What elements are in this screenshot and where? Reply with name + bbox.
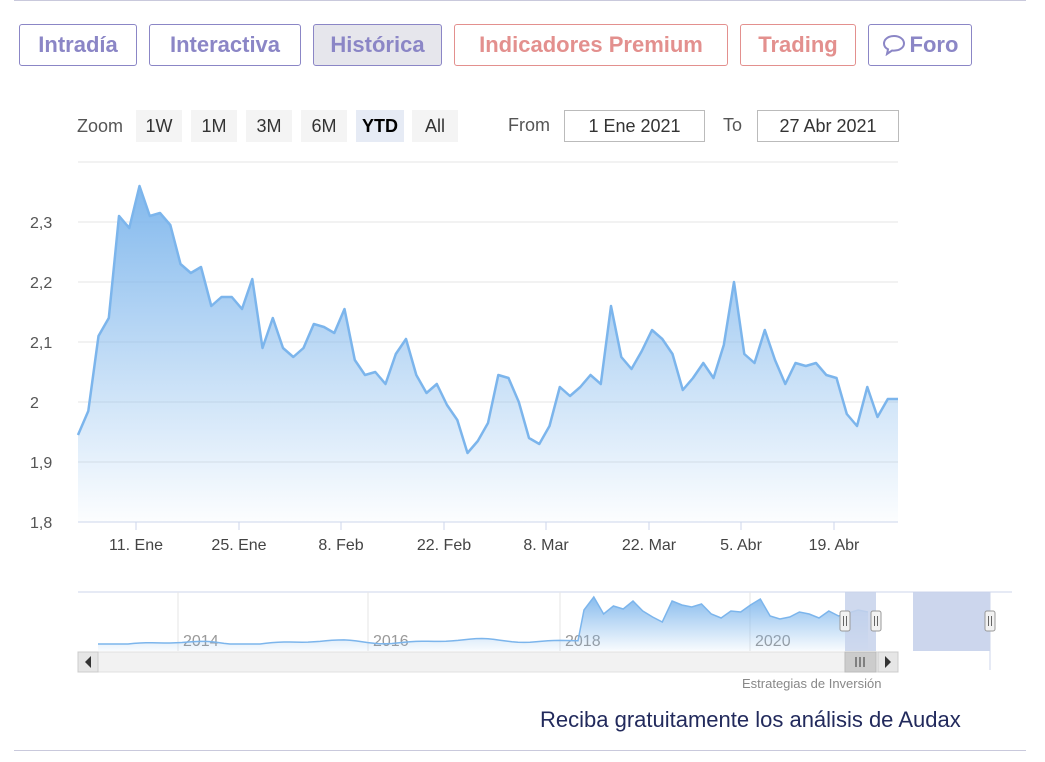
navigator-handle-left[interactable] [839,610,851,632]
zoom-6m-button[interactable]: 6M [301,110,347,142]
y-tick-label: 2,2 [30,275,52,292]
zoom-label: Zoom [77,116,124,136]
arrow-right-icon [885,656,891,668]
y-tick-label: 1,9 [30,455,52,472]
series-line [76,184,898,455]
cta-text[interactable]: Reciba gratuitamente los análisis de Aud… [540,707,961,732]
zoom-3m-button[interactable]: 3M [246,110,292,142]
tab-intradia-label: Intradía [38,32,118,57]
series-area-fill [78,186,898,522]
chat-bubble-icon [882,34,905,56]
arrow-left-icon [85,656,91,668]
navigator-line [98,595,869,645]
x-tick-label: 5. Abr [720,537,762,554]
bottom-divider [14,750,1026,751]
zoom-6m-label: 6M [311,115,337,136]
x-tick-label: 19. Abr [809,537,860,554]
zoom-ytd-button[interactable]: YTD [356,110,404,142]
tab-intradia[interactable]: Intradía [19,24,137,66]
tab-interactiva-label: Interactiva [169,32,281,57]
tab-indicadores-label: Indicadores Premium [479,32,703,57]
series-area [76,184,898,522]
x-tick-label: 22. Feb [417,537,471,554]
tab-trading-label: Trading [758,32,838,57]
tab-indicadores-premium[interactable]: Indicadores Premium [454,24,728,66]
zoom-1m-label: 1M [201,115,227,136]
price-chart: 1,8 1,9 2 2,1 2,2 2,3 11. Ene 25. Ene 8. Feb 22.… [30,161,1012,673]
zoom-all-label: All [424,115,445,136]
zoom-all-button[interactable]: All [412,110,458,142]
navigator-area [98,597,868,651]
navigator-handle-right[interactable] [870,610,882,632]
zoom-1w-button[interactable]: 1W [136,110,182,142]
x-tick-label: 8. Feb [318,537,363,554]
y-tick-label: 1,8 [30,515,52,532]
zoom-1m-button[interactable]: 1M [191,110,237,142]
x-tick-label: 25. Ene [211,537,266,554]
y-tick-label: 2,3 [30,215,52,232]
x-tick-label: 22. Mar [622,537,677,554]
tab-trading[interactable]: Trading [740,24,856,66]
tab-interactiva[interactable]: Interactiva [149,24,301,66]
x-axis: 11. Ene 25. Ene 8. Feb 22. Feb 8. Mar 22. Mar… [78,521,898,554]
zoom-3m-label: 3M [256,115,282,136]
tab-historica-label: Histórica [330,32,425,57]
tab-historica[interactable]: Histórica [313,24,442,66]
zoom-1w-label: 1W [145,115,173,136]
y-axis-ticks: 1,8 1,9 2 2,1 2,2 2,3 [30,215,52,532]
scrollbar-track[interactable] [77,651,899,673]
credit-text: Estrategias de Inversión [742,676,882,691]
navigator[interactable]: 2014201620182020 [77,591,1012,673]
x-tick-label: 11. Ene [109,537,163,554]
top-divider [14,0,1026,1]
from-label: From [508,115,550,135]
y-tick-label: 2 [30,395,39,412]
navigator-handle-outer[interactable] [984,610,996,632]
to-label: To [723,115,743,135]
x-tick-label: 8. Mar [523,537,569,554]
zoom-ytd-label: YTD [362,115,398,136]
navigator-mask-right [913,592,990,651]
from-date-input[interactable] [564,110,705,142]
y-tick-label: 2,1 [30,335,52,352]
tab-foro[interactable]: Foro [868,24,972,66]
tab-foro-label: Foro [909,32,959,57]
to-date-input[interactable] [757,110,899,142]
